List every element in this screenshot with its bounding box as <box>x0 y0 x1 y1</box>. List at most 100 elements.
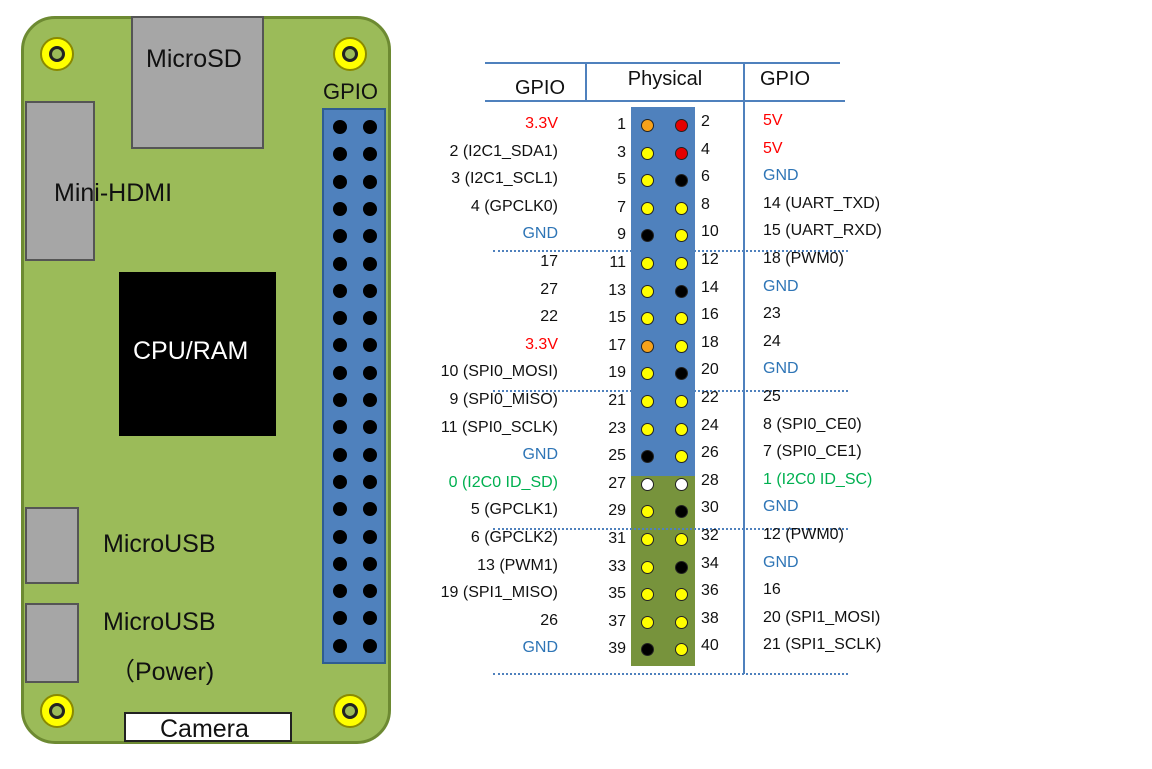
left-function-label: 3.3V <box>525 115 558 132</box>
pin-even-dot <box>675 615 688 629</box>
physical-pin-number-even: 6 <box>701 168 710 186</box>
header-pin-dot <box>363 474 377 489</box>
mini-hdmi-port <box>25 101 95 261</box>
pin-even-dot <box>675 422 688 436</box>
header-pin-dot <box>333 120 347 134</box>
header-gpio-right: GPIO <box>759 68 810 90</box>
physical-pin-number-even: 32 <box>701 527 719 544</box>
microusb-label: MicroUSB <box>103 530 216 558</box>
left-function-label: 5 (GPCLK1) <box>470 501 558 519</box>
pin-even-dot <box>675 312 688 326</box>
physical-pin-number-odd: 27 <box>608 474 626 492</box>
pin-odd-dot <box>641 560 654 574</box>
header-pin-dot <box>333 256 347 271</box>
physical-pin-number-odd: 33 <box>608 557 626 575</box>
physical-pin-number-odd: 25 <box>608 447 626 465</box>
physical-pin-number-even: 4 <box>701 140 710 158</box>
pin-odd-dot <box>641 229 654 243</box>
header-pin-dot <box>363 638 377 653</box>
header-physical: Physical <box>627 68 703 90</box>
left-function-label: 26 <box>540 611 558 629</box>
pin-even-dot <box>675 560 688 574</box>
pin-odd-dot <box>641 588 654 602</box>
microusb-power-port <box>25 603 79 683</box>
right-function-label: GND <box>763 277 799 295</box>
header-pin-dot <box>333 584 347 599</box>
pin-odd-dot <box>641 395 654 408</box>
right-function-label: 8 (SPI0_CE0) <box>763 415 862 433</box>
header-pin-dot <box>333 283 347 298</box>
pin-even-dot <box>675 367 688 381</box>
right-function-label: 5V <box>763 112 783 129</box>
right-function-label: 25 <box>763 388 781 405</box>
pin-even-dot <box>675 477 688 491</box>
physical-pin-number-odd: 37 <box>608 612 626 630</box>
header-pin-dot <box>363 229 377 244</box>
left-function-label: 13 (PWM1) <box>477 556 558 574</box>
header-pin-dot <box>363 201 377 216</box>
mini-hdmi-label: Mini-HDMI <box>54 179 173 207</box>
left-function-label: GND <box>522 639 558 657</box>
physical-pin-number-odd: 7 <box>617 198 626 216</box>
header-pin-dot <box>333 529 347 544</box>
pin-odd-dot <box>641 450 654 464</box>
pin-odd-dot <box>641 615 654 629</box>
camera-label: Camera <box>160 715 249 743</box>
physical-pin-number-even: 10 <box>701 223 719 241</box>
left-function-label: 0 (I2C0 ID_SD) <box>448 473 558 491</box>
pin-odd-dot <box>641 201 654 215</box>
physical-pin-number-odd: 1 <box>617 116 626 133</box>
physical-pin-number-odd: 39 <box>608 640 626 658</box>
physical-pin-number-odd: 31 <box>608 530 626 547</box>
left-function-label: 22 <box>540 308 558 326</box>
left-function-label: 10 (SPI0_MOSI) <box>440 363 558 381</box>
left-function-label: 27 <box>540 280 558 298</box>
pin-even-dot <box>675 450 688 464</box>
header-pin-dot <box>363 420 377 435</box>
physical-pin-number-odd: 9 <box>617 226 626 244</box>
pin-even-dot <box>675 643 688 657</box>
pin-even-dot <box>675 257 688 270</box>
pin-even-dot <box>675 505 688 519</box>
pin-odd-dot <box>641 505 654 519</box>
gpio-board-label: GPIO <box>323 79 379 104</box>
pin-odd-dot <box>641 533 654 546</box>
mount-hole-top-right <box>333 37 367 71</box>
physical-pin-number-odd: 29 <box>608 502 626 520</box>
header-pin-dot <box>363 365 377 380</box>
microusb-power-label: MicroUSB <box>103 608 216 636</box>
physical-pin-number-odd: 17 <box>608 336 626 354</box>
physical-pin-number-even: 38 <box>701 609 719 627</box>
physical-pin-number-odd: 3 <box>617 143 626 161</box>
header-pin-dot <box>333 174 347 189</box>
header-pin-dot <box>333 393 347 407</box>
header-pin-dot <box>333 420 347 435</box>
pin-even-dot <box>675 284 688 298</box>
header-top-line <box>485 62 840 64</box>
physical-pin-number-odd: 5 <box>617 171 626 189</box>
header-pin-dot <box>363 256 377 271</box>
header-pin-dot <box>363 174 377 189</box>
physical-pin-number-odd: 21 <box>608 392 626 409</box>
group-divider-3 <box>493 528 848 530</box>
right-function-label: GND <box>763 360 799 378</box>
header-pin-dot <box>363 556 377 571</box>
header-pin-dot <box>333 201 347 216</box>
physical-pin-number-odd: 19 <box>608 364 626 382</box>
header-pin-dot <box>363 311 377 326</box>
pin-even-dot <box>675 588 688 602</box>
right-function-label: 20 (SPI1_MOSI) <box>763 608 881 626</box>
right-function-label: GND <box>763 553 799 571</box>
right-function-label: 16 <box>763 581 781 599</box>
left-function-label: 17 <box>540 253 558 270</box>
left-function-label: 19 (SPI1_MISO) <box>440 584 558 602</box>
physical-pin-number-even: 34 <box>701 554 719 572</box>
pin-odd-dot <box>641 422 654 436</box>
right-function-label: GND <box>763 498 799 516</box>
left-function-label: GND <box>522 225 558 243</box>
header-pin-dot <box>363 283 377 298</box>
physical-pin-number-even: 36 <box>701 582 719 600</box>
physical-pin-number-even: 30 <box>701 499 719 517</box>
header-pin-dot <box>333 147 347 162</box>
cpu-ram-chip <box>119 272 276 436</box>
